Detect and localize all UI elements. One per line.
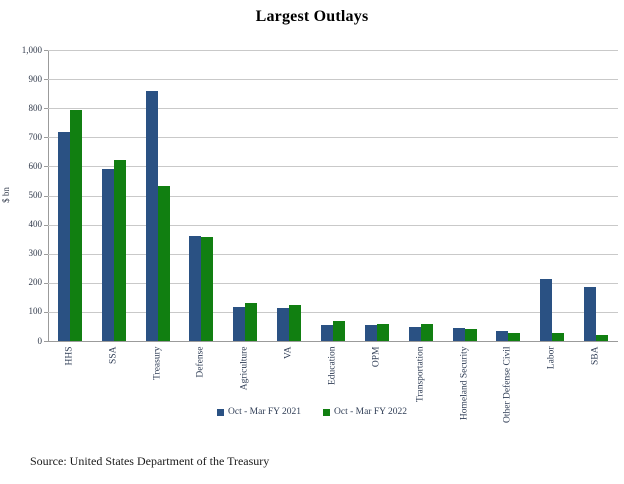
bar-homeland-security-series-0: [452, 328, 465, 341]
y-tick-label-800: 800: [28, 102, 43, 113]
gridline-300: [48, 253, 618, 255]
x-category-label-treasury: Treasury: [152, 346, 163, 380]
bar-ssa-series-0: [101, 169, 114, 341]
y-tick-label-600: 600: [28, 160, 43, 171]
bar-hhs-series-0: [57, 132, 70, 341]
bar-va-series-1: [289, 305, 302, 341]
gridline-800: [48, 108, 618, 110]
y-tick-label-900: 900: [28, 73, 43, 84]
gridline-600: [48, 166, 618, 168]
y-tick-mark-0: [44, 341, 48, 342]
gridline-400: [48, 224, 618, 226]
bar-defense-series-1: [201, 237, 214, 341]
y-tick-label-400: 400: [28, 219, 43, 230]
bar-hhs-series-1: [69, 110, 82, 341]
y-tick-mark-300: [44, 253, 48, 255]
gridline-500: [48, 195, 618, 197]
legend-label-fy2021: Oct - Mar FY 2021: [228, 407, 301, 417]
bar-opm-series-1: [376, 324, 389, 341]
y-tick-mark-500: [44, 195, 48, 197]
bar-education-series-0: [321, 325, 333, 341]
plot-area: [48, 50, 618, 342]
x-category-label-other-defense-civil: Other Defense Civil: [502, 346, 513, 423]
y-tick-mark-200: [44, 282, 48, 284]
x-category-label-hhs: HHS: [64, 346, 75, 366]
bar-education-series-1: [333, 321, 345, 341]
y-tick-label-1000: 1,000: [21, 44, 42, 55]
x-category-label-ssa: SSA: [108, 346, 119, 364]
gridline-0: [48, 341, 618, 342]
x-category-label-education: Education: [327, 346, 338, 385]
x-category-label-defense: Defense: [195, 346, 206, 378]
y-tick-mark-100: [44, 311, 48, 313]
y-tick-mark-1000: [44, 50, 48, 51]
bar-transportation-series-0: [408, 327, 421, 341]
y-tick-mark-800: [44, 108, 48, 110]
bar-other-defense-civil-series-1: [508, 333, 521, 341]
bar-transportation-series-1: [420, 324, 433, 341]
y-tick-label-100: 100: [28, 306, 43, 317]
chart-legend: Oct - Mar FY 2021 Oct - Mar FY 2022: [0, 407, 624, 417]
y-tick-mark-600: [44, 166, 48, 168]
gridline-1000: [48, 50, 618, 51]
x-category-label-homeland-security: Homeland Security: [459, 346, 470, 420]
bar-sba-series-1: [596, 335, 609, 341]
y-tick-label-0: 0: [37, 335, 43, 346]
bar-opm-series-0: [364, 325, 377, 341]
x-category-label-sba: SBA: [590, 346, 601, 365]
legend-item-fy2021: Oct - Mar FY 2021: [217, 407, 301, 417]
legend-label-fy2022: Oct - Mar FY 2022: [334, 407, 407, 417]
bar-defense-series-0: [189, 236, 202, 341]
gridline-200: [48, 282, 618, 284]
legend-item-fy2022: Oct - Mar FY 2022: [323, 407, 407, 417]
bar-homeland-security-series-1: [464, 329, 477, 341]
bar-ssa-series-1: [113, 160, 126, 341]
x-category-label-va: VA: [283, 346, 294, 359]
y-tick-mark-700: [44, 137, 48, 139]
bar-sba-series-0: [584, 287, 597, 341]
x-category-label-opm: OPM: [371, 346, 382, 367]
bar-treasury-series-0: [145, 91, 158, 341]
x-category-label-transportation: Transportation: [415, 346, 426, 402]
y-tick-label-500: 500: [28, 190, 43, 200]
y-tick-mark-900: [44, 79, 48, 81]
gridline-700: [48, 137, 618, 139]
bar-va-series-0: [277, 308, 290, 341]
bar-labor-series-0: [540, 279, 553, 341]
y-tick-mark-400: [44, 224, 48, 226]
bar-other-defense-civil-series-0: [496, 331, 509, 341]
bar-agriculture-series-0: [233, 307, 246, 341]
x-category-label-labor: Labor: [546, 346, 557, 369]
legend-swatch-fy2021-icon: [217, 408, 224, 416]
bar-labor-series-1: [552, 333, 565, 341]
x-category-label-agriculture: Agriculture: [239, 346, 250, 390]
y-tick-label-700: 700: [28, 131, 43, 142]
bar-treasury-series-1: [157, 186, 170, 341]
chart-title: Largest Outlays: [255, 8, 369, 25]
y-tick-label-300: 300: [28, 248, 43, 259]
legend-swatch-fy2022-icon: [323, 408, 330, 416]
y-tick-label-200: 200: [28, 277, 43, 288]
gridline-900: [48, 79, 618, 81]
bar-agriculture-series-1: [245, 303, 258, 341]
gridline-100: [48, 311, 618, 313]
source-note: Source: United States Department of the …: [30, 454, 270, 468]
